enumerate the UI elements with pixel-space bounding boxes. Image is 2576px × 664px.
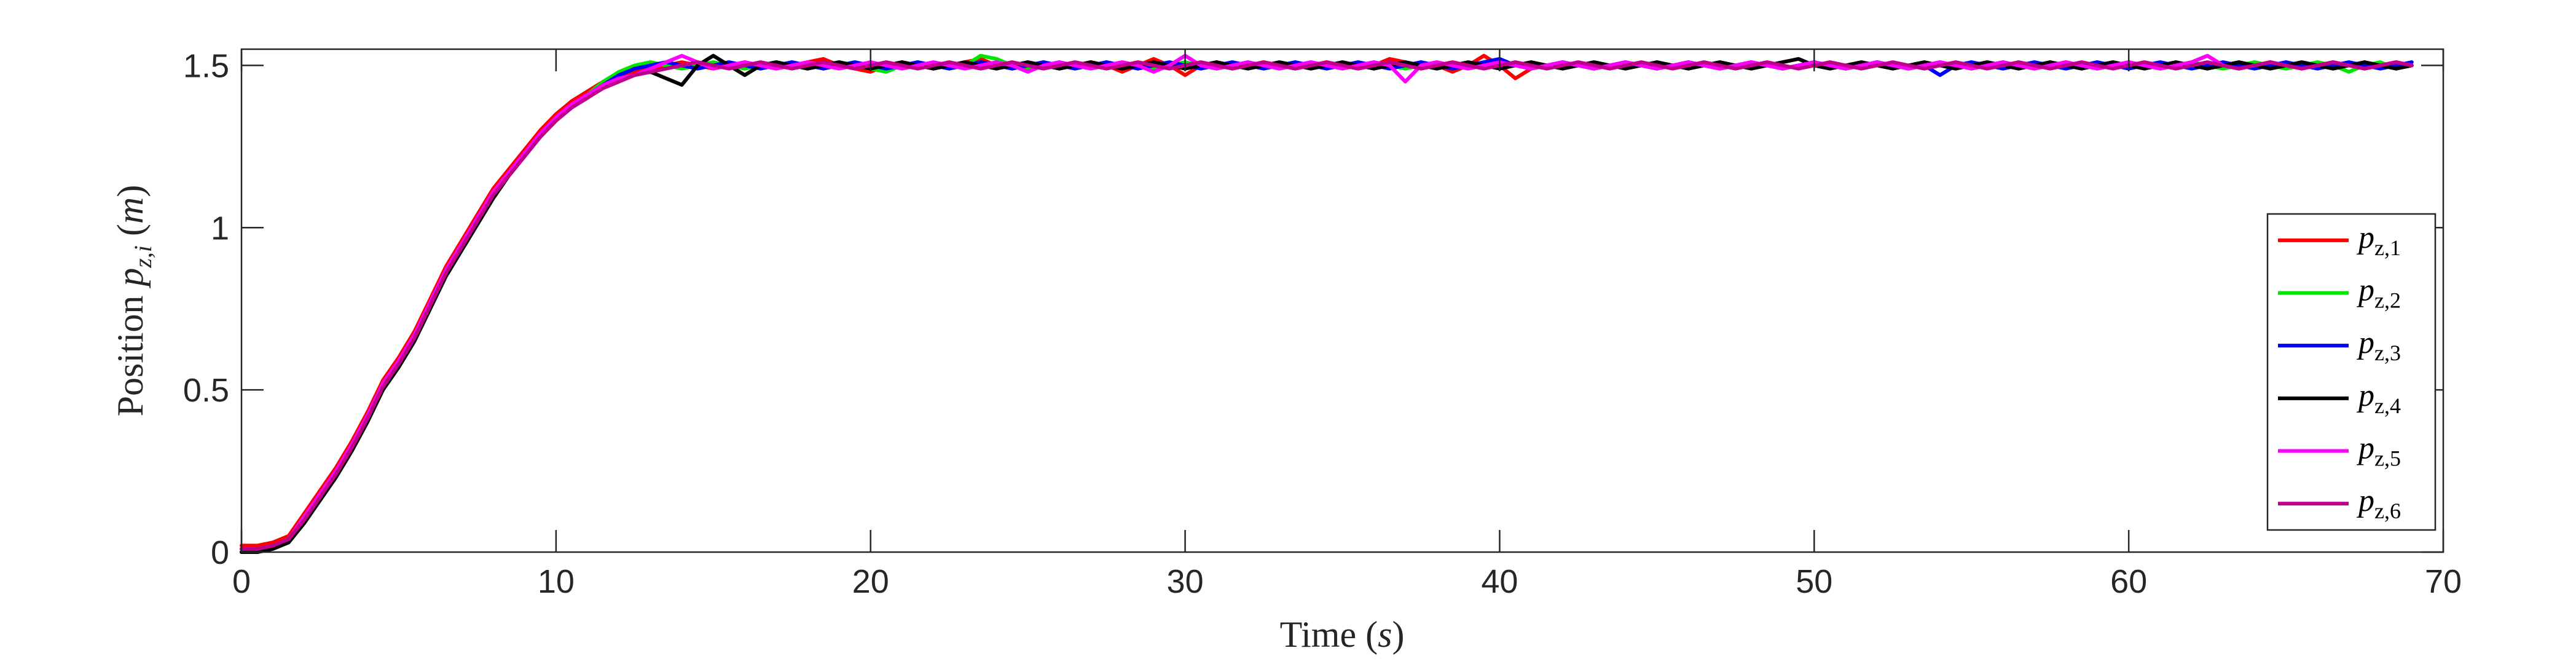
series-layer <box>240 53 2414 554</box>
x-tick-label: 40 <box>1481 563 1518 600</box>
x-tick-label: 30 <box>1167 563 1204 600</box>
series-line-6 <box>240 60 2414 551</box>
y-tick-label: 1 <box>211 210 229 247</box>
x-tick-label: 10 <box>538 563 575 600</box>
legend-label-1: pz,1 <box>2356 220 2401 260</box>
legend-items: pz,1 pz,2 pz,3 pz,4 pz,5 pz,6 <box>2278 220 2401 523</box>
legend-label-2: pz,2 <box>2356 273 2401 313</box>
x-tick-label: 70 <box>2425 563 2462 600</box>
series-line-5 <box>240 53 2414 551</box>
legend-label-5: pz,5 <box>2356 431 2401 471</box>
x-tick-label: 60 <box>2110 563 2147 600</box>
y-axis-label: Position pz,i (m) <box>110 185 157 417</box>
y-tick-label: 0.5 <box>183 372 229 409</box>
plot-frame <box>240 48 2444 553</box>
x-axis-label: Time (s) <box>1280 614 1405 655</box>
legend-box <box>2266 213 2437 531</box>
x-tick-label: 50 <box>1796 563 1832 600</box>
legend: pz,1 pz,2 pz,3 pz,4 pz,5 pz,6 <box>2266 213 2437 531</box>
y-tick-label: 0 <box>211 534 229 571</box>
ticks-layer: 0 10 20 30 40 50 60 70 0 0.5 1 1.5 <box>183 47 2462 600</box>
y-tick-label: 1.5 <box>183 47 229 84</box>
x-tick-label: 20 <box>852 563 889 600</box>
plot-area <box>242 49 2443 552</box>
legend-label-6: pz,6 <box>2356 483 2401 523</box>
legend-label-4: pz,4 <box>2356 378 2401 418</box>
legend-label-3: pz,3 <box>2356 325 2401 365</box>
x-tick-label: 0 <box>232 563 251 600</box>
